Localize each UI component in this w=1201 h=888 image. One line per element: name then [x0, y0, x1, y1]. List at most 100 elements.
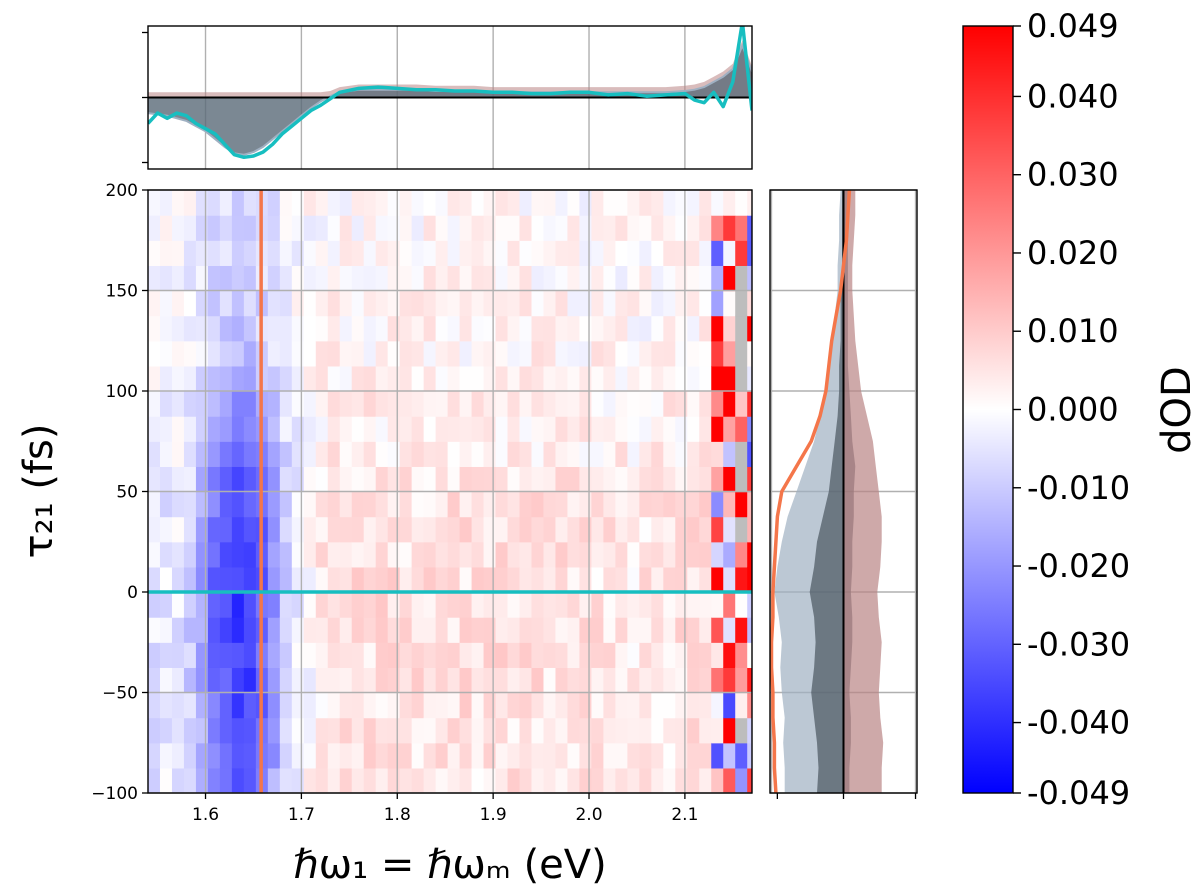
heatmap-cell	[231, 742, 245, 769]
heatmap-cell	[687, 717, 700, 744]
heatmap-cell	[555, 717, 569, 744]
heatmap-cell	[291, 365, 305, 392]
heatmap-cell	[687, 416, 700, 442]
heatmap-cell	[555, 566, 569, 593]
heatmap-cell	[567, 441, 581, 467]
heatmap-cell	[531, 441, 545, 467]
y-tick-label: −100	[91, 784, 138, 804]
heatmap-cell	[555, 642, 569, 668]
heatmap-cell	[615, 566, 628, 593]
heatmap-cell	[207, 340, 221, 367]
heatmap-cell	[159, 441, 173, 467]
heatmap-cell	[399, 742, 413, 769]
heatmap-cell	[507, 767, 521, 793]
heatmap-cell	[315, 391, 329, 417]
heatmap-cell	[519, 566, 533, 593]
heatmap-cell	[603, 667, 616, 694]
heatmap-cell	[711, 290, 724, 317]
heatmap-cell	[675, 566, 688, 593]
heatmap-cell	[747, 642, 752, 668]
heatmap-cell	[423, 742, 437, 769]
heatmap-cell	[675, 265, 688, 292]
heatmap-cell	[627, 592, 640, 618]
heatmap-cell	[663, 667, 676, 694]
heatmap-cell	[315, 692, 329, 719]
heatmap-cell	[207, 416, 221, 442]
heatmap-cell	[375, 617, 389, 643]
heatmap-cell	[615, 592, 628, 618]
heatmap-cell	[567, 240, 581, 266]
heatmap-cell	[627, 767, 640, 793]
heatmap-cell	[171, 391, 185, 417]
heatmap-cell	[471, 365, 485, 392]
heatmap-cell	[231, 391, 245, 417]
heatmap-cell	[507, 617, 521, 643]
heatmap-cell	[519, 265, 533, 292]
heatmap-cell	[471, 592, 485, 618]
heatmap-cell	[315, 617, 329, 643]
heatmap-cell	[495, 717, 509, 744]
heatmap-cell	[687, 240, 700, 266]
heatmap-cell	[315, 240, 329, 266]
heatmap-cell	[483, 717, 497, 744]
heatmap-cell	[651, 491, 664, 518]
heatmap-cell	[639, 466, 652, 493]
heatmap-cell	[687, 391, 700, 417]
heatmap-cell	[303, 315, 317, 342]
heatmap-cell	[279, 617, 293, 643]
colorbar-tick-label: -0.049	[1027, 774, 1130, 812]
heatmap-cell	[183, 767, 197, 793]
heatmap-cell	[507, 340, 521, 367]
heatmap-cell	[219, 265, 233, 292]
heatmap-cell	[183, 516, 197, 543]
heatmap-cell	[471, 516, 485, 543]
heatmap-cell	[171, 491, 185, 518]
heatmap-cell	[471, 742, 485, 769]
heatmap-cell	[471, 491, 485, 518]
heatmap-cell	[603, 516, 616, 543]
heatmap-cell	[327, 215, 341, 241]
heatmap-cell	[567, 315, 581, 342]
heatmap-cell	[159, 240, 173, 266]
heatmap-cell	[423, 340, 437, 367]
heatmap-cell	[711, 516, 724, 543]
heatmap-cell	[351, 592, 365, 618]
top-y-ticks	[142, 31, 148, 164]
heatmap-cell	[231, 240, 245, 266]
heatmap-cell	[387, 240, 401, 266]
heatmap-cell	[351, 491, 365, 518]
side-delay-panel	[769, 189, 918, 799]
top-envelope	[148, 42, 752, 156]
heatmap-cell	[591, 416, 604, 442]
heatmap-cell	[303, 667, 317, 694]
heatmap-cell	[327, 667, 341, 694]
heatmap-cell	[495, 365, 509, 392]
heatmap-cell	[435, 215, 449, 241]
heatmap-cell	[315, 491, 329, 518]
heatmap-cell	[723, 315, 736, 342]
heatmap-cell	[603, 541, 616, 568]
heatmap-cell	[327, 642, 341, 668]
heatmap-cell	[567, 190, 581, 216]
heatmap-cell	[615, 466, 628, 493]
heatmap-cell	[555, 667, 569, 694]
heatmap-cell	[579, 391, 593, 417]
heatmap-cell	[231, 315, 245, 342]
heatmap-cell	[315, 566, 329, 593]
heatmap-cell	[543, 365, 557, 392]
heatmap-cell	[639, 566, 652, 593]
heatmap-cell	[747, 566, 752, 593]
heatmap-cell	[411, 240, 425, 266]
heatmap-cell	[171, 315, 185, 342]
heatmap-cell	[219, 441, 233, 467]
heatmap-cell	[339, 265, 353, 292]
heatmap-cell	[219, 617, 233, 643]
heatmap-cell	[243, 391, 257, 417]
heatmap-cell	[699, 391, 712, 417]
heatmap-cell	[339, 365, 353, 392]
heatmap-cell	[375, 340, 389, 367]
heatmap-cell	[651, 190, 664, 216]
heatmap-cell	[351, 315, 365, 342]
heatmap-cell	[171, 516, 185, 543]
